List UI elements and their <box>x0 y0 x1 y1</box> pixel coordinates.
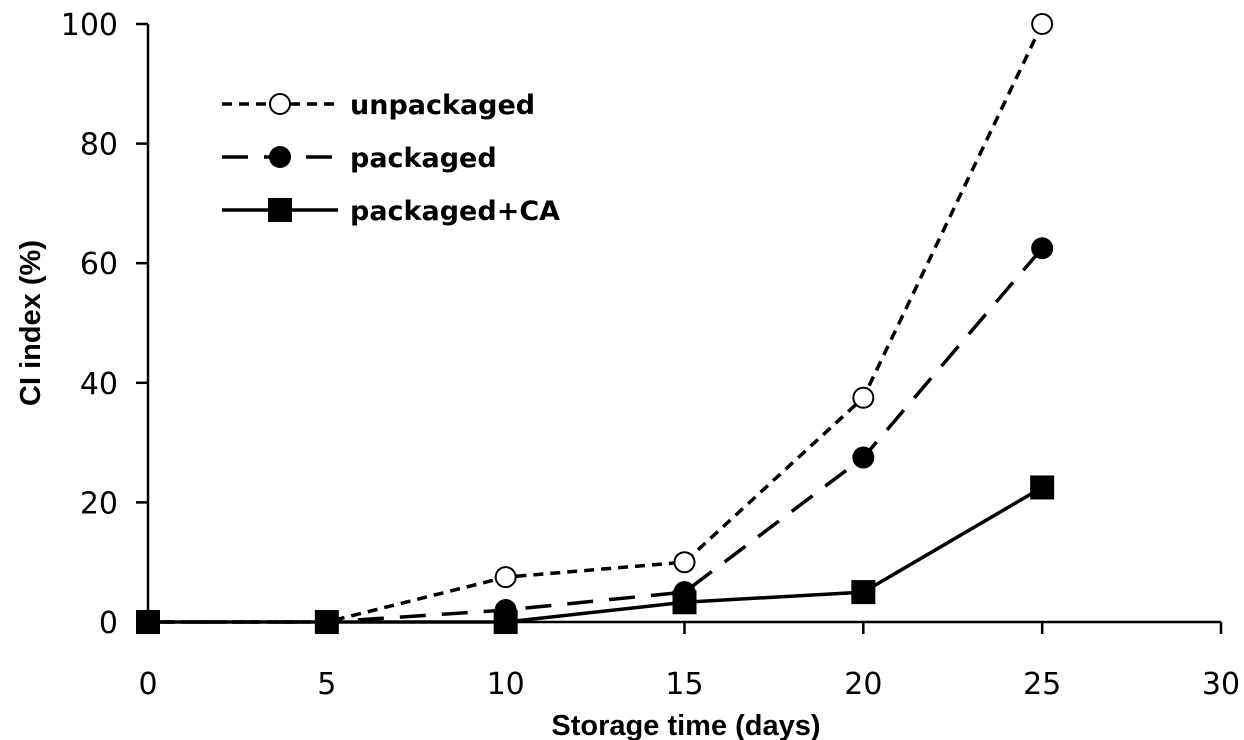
data-point-packaged+CA <box>314 610 339 634</box>
legend-marker-packaged+CA <box>268 198 292 222</box>
x-axis-title: Storage time (days) <box>551 710 820 740</box>
data-point-packaged+CA <box>493 610 518 634</box>
data-point-packaged+CA <box>136 610 160 634</box>
data-point-packaged+CA <box>1030 475 1055 500</box>
y-tick-label: 0 <box>99 606 118 641</box>
legend-marker-unpackaged <box>269 93 291 115</box>
y-tick-label: 100 <box>61 8 118 43</box>
legend: unpackaged packaged packaged+CA <box>222 90 560 227</box>
data-point-packaged+CA <box>851 580 876 605</box>
x-tick-label: 15 <box>665 667 703 702</box>
markers <box>136 13 1055 634</box>
data-point-packaged <box>1031 237 1054 260</box>
y-tick-label: 20 <box>80 486 118 521</box>
data-point-packaged <box>852 446 875 469</box>
legend-label: packaged <box>350 143 497 174</box>
legend-label: unpackaged <box>350 90 535 121</box>
x-tick-label: 0 <box>138 667 157 702</box>
series-line-unpackaged <box>148 23 1044 624</box>
y-tick-label: 80 <box>80 128 118 163</box>
x-tick-label: 10 <box>487 667 525 702</box>
y-axis-title: CI index (%) <box>15 240 47 406</box>
legend-marker-packaged <box>269 146 291 168</box>
x-tick-label: 5 <box>317 667 336 702</box>
x-tick-label: 20 <box>844 667 882 702</box>
legend-label: packaged+CA <box>350 196 560 227</box>
data-point-packaged+CA <box>672 590 697 615</box>
data-point-unpackaged <box>852 386 875 409</box>
y-tick-label: 60 <box>80 247 118 282</box>
series-lines <box>148 23 1044 624</box>
data-point-unpackaged <box>494 566 517 589</box>
data-point-unpackaged <box>1031 13 1054 35</box>
x-tick-label: 25 <box>1023 667 1061 702</box>
ticks: 0 20 40 60 80 100 0 5 10 15 20 25 30 <box>61 8 1240 702</box>
series-line-packaged+CA <box>148 485 1044 624</box>
y-tick-label: 40 <box>80 367 118 402</box>
x-tick-label: 30 <box>1202 667 1240 702</box>
axes <box>146 24 1221 624</box>
data-point-unpackaged <box>673 551 696 574</box>
